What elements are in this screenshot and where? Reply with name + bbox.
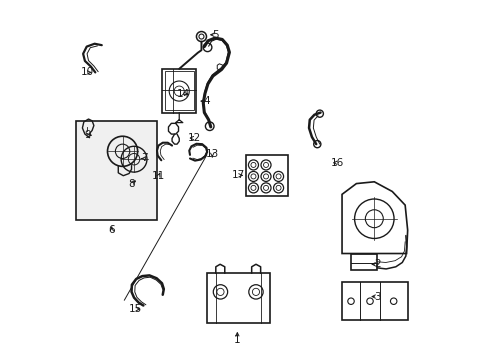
Text: 1: 1 — [234, 334, 240, 345]
Text: 3: 3 — [373, 292, 380, 302]
Text: 4: 4 — [203, 96, 210, 106]
Bar — [206, 273, 269, 323]
Bar — [76, 121, 156, 220]
Text: 6: 6 — [108, 225, 115, 235]
Bar — [341, 282, 407, 320]
Text: 12: 12 — [187, 133, 201, 143]
Text: 15: 15 — [128, 304, 142, 314]
Text: 13: 13 — [205, 149, 219, 159]
Text: 9: 9 — [84, 130, 91, 140]
Text: 16: 16 — [330, 158, 344, 168]
Bar — [164, 71, 193, 110]
Text: 10: 10 — [81, 67, 94, 77]
Text: 2: 2 — [373, 259, 380, 269]
Polygon shape — [341, 182, 407, 253]
Text: 5: 5 — [212, 30, 219, 40]
Bar — [162, 69, 196, 113]
Text: 7: 7 — [141, 153, 147, 163]
Text: 11: 11 — [151, 171, 165, 181]
Text: 8: 8 — [128, 179, 135, 189]
Bar — [351, 253, 376, 270]
Bar — [246, 155, 287, 196]
Text: 17: 17 — [231, 170, 244, 180]
Text: 14: 14 — [177, 89, 190, 99]
